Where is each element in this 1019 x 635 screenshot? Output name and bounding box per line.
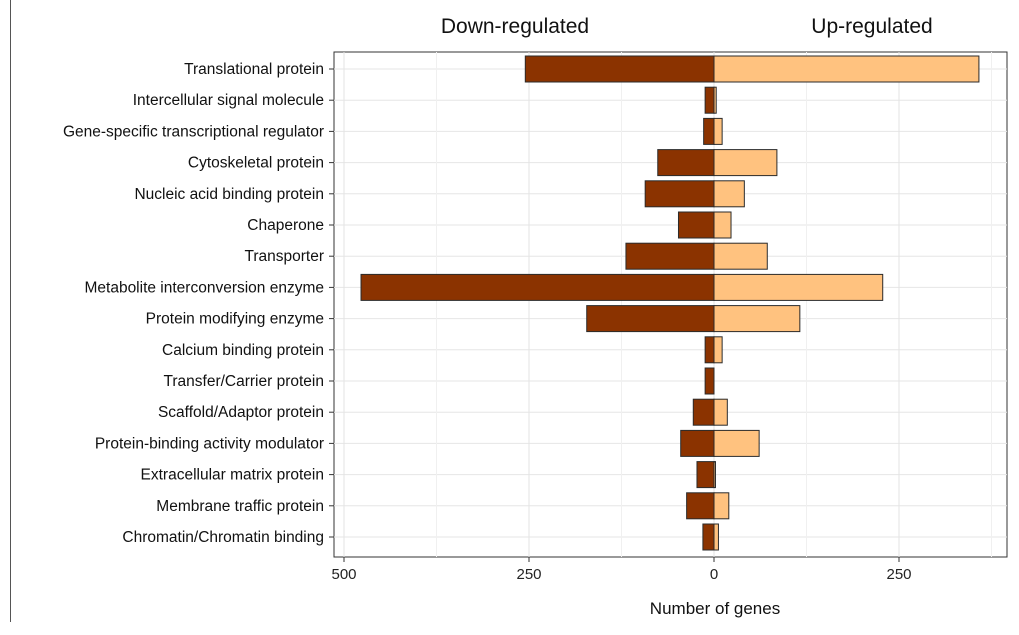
category-label: Membrane traffic protein: [156, 498, 324, 515]
bar-down-regulated: [692, 398, 715, 426]
bar-up-regulated: [713, 242, 768, 270]
bar-down-regulated: [677, 211, 715, 239]
bar-down-regulated: [625, 242, 715, 270]
header-up-regulated: Up-regulated: [811, 15, 932, 38]
category-label: Extracellular matrix protein: [141, 467, 324, 484]
header-down-regulated: Down-regulated: [441, 15, 589, 38]
x-tick-label: 500: [331, 566, 356, 583]
category-label: Calcium binding protein: [162, 342, 324, 359]
category-label: Gene-specific transcriptional regulator: [63, 123, 324, 140]
bar-up-regulated: [713, 55, 980, 83]
bar-up-regulated: [713, 461, 716, 489]
bar-up-regulated: [713, 211, 732, 239]
plot-panel: [333, 51, 1008, 558]
bar-down-regulated: [686, 492, 715, 520]
category-label: Nucleic acid binding protein: [134, 186, 324, 203]
bar-up-regulated: [713, 336, 723, 364]
category-label: Scaffold/Adaptor protein: [158, 404, 324, 421]
category-label: Translational protein: [184, 61, 324, 78]
bar-down-regulated: [696, 461, 715, 489]
x-tick-label: 0: [710, 566, 718, 583]
x-tick-label: 250: [886, 566, 911, 583]
category-label: Chaperone: [247, 217, 324, 234]
bar-up-regulated: [713, 180, 745, 208]
bar-down-regulated: [586, 305, 715, 333]
category-label: Transfer/Carrier protein: [163, 373, 324, 390]
category-label: Cytoskeletal protein: [188, 155, 324, 172]
bar-up-regulated: [713, 492, 730, 520]
bar-down-regulated: [657, 149, 715, 177]
category-label: Protein-binding activity modulator: [95, 435, 324, 452]
bar-up-regulated: [713, 398, 728, 426]
bar-up-regulated: [713, 149, 778, 177]
left-border-line: [10, 0, 11, 622]
x-axis-ticks: 500 250 0 250: [331, 557, 912, 583]
x-axis-title: Number of genes: [650, 599, 780, 618]
bar-up-regulated: [713, 305, 801, 333]
bar-up-regulated: [713, 273, 884, 301]
bar-down-regulated: [702, 523, 715, 551]
bar-down-regulated: [680, 429, 715, 457]
bar-down-regulated: [704, 336, 715, 364]
bar-up-regulated: [713, 117, 723, 145]
bar-up-regulated: [713, 523, 719, 551]
x-tick-label: 250: [516, 566, 541, 583]
bar-down-regulated: [644, 180, 715, 208]
bar-down-regulated: [704, 367, 715, 395]
category-label: Chromatin/Chromatin binding: [122, 529, 324, 546]
bar-up-regulated: [713, 429, 760, 457]
bars: [360, 55, 980, 551]
category-label: Transporter: [244, 248, 324, 265]
category-label: Protein modifying enzyme: [146, 311, 324, 328]
bar-down-regulated: [704, 86, 715, 114]
category-labels: Translational protein Intercellular signa…: [63, 61, 334, 546]
bar-up-regulated: [713, 86, 717, 114]
category-label: Metabolite interconversion enzyme: [84, 279, 324, 296]
bar-down-regulated: [703, 117, 715, 145]
bar-down-regulated: [524, 55, 715, 83]
category-label: Intercellular signal molecule: [133, 92, 324, 109]
bar-down-regulated: [360, 273, 715, 301]
